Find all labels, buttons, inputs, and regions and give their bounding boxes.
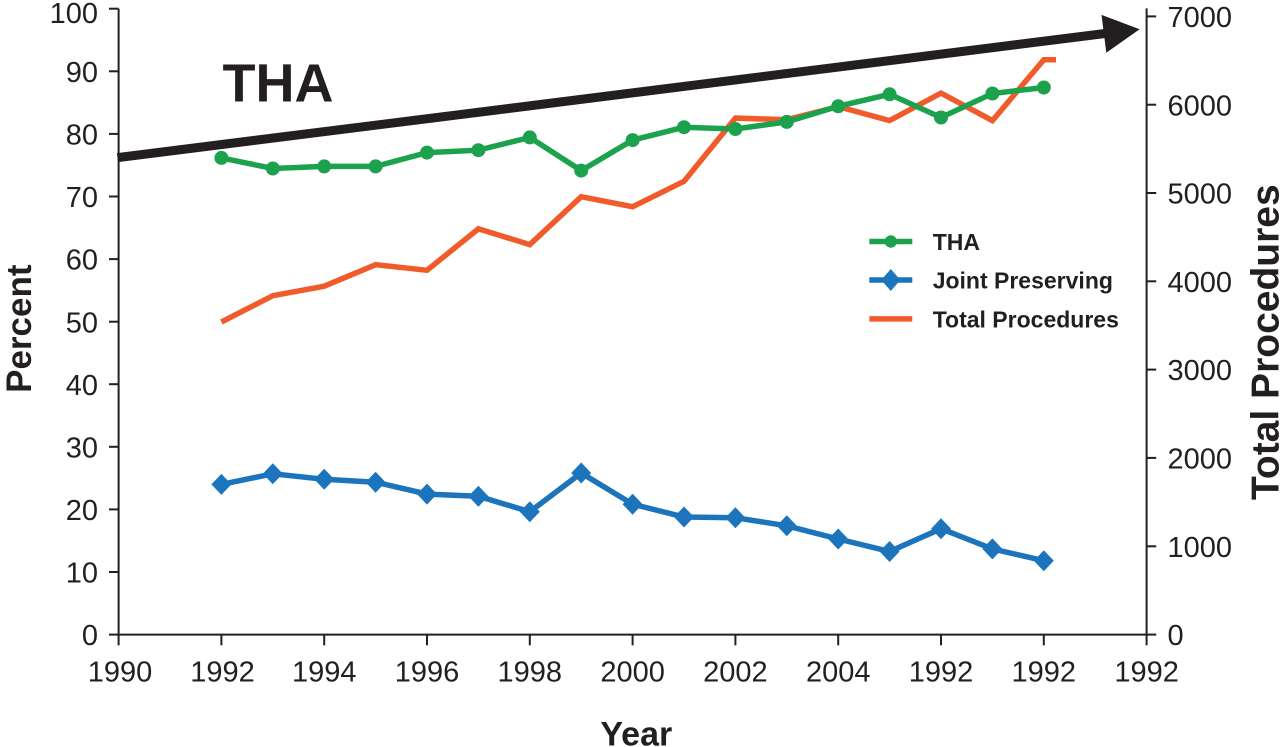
svg-text:6000: 6000 [1168, 90, 1233, 122]
svg-text:Percent: Percent [0, 264, 39, 393]
svg-text:30: 30 [66, 432, 98, 464]
svg-text:1992: 1992 [909, 657, 974, 689]
svg-text:2002: 2002 [703, 657, 768, 689]
svg-text:100: 100 [50, 0, 98, 30]
svg-text:1992: 1992 [1012, 657, 1077, 689]
svg-text:5000: 5000 [1168, 179, 1233, 211]
svg-text:20: 20 [66, 495, 98, 527]
svg-text:1996: 1996 [395, 657, 460, 689]
svg-text:Year: Year [600, 715, 672, 747]
svg-text:60: 60 [66, 245, 98, 277]
svg-text:40: 40 [66, 370, 98, 402]
svg-text:Total Procedures: Total Procedures [1245, 184, 1280, 500]
svg-text:2000: 2000 [1168, 444, 1233, 476]
svg-text:1990: 1990 [88, 657, 153, 689]
svg-text:0: 0 [82, 620, 98, 652]
svg-text:1992: 1992 [190, 657, 255, 689]
svg-text:90: 90 [66, 57, 98, 89]
svg-text:3000: 3000 [1168, 355, 1233, 387]
svg-text:0: 0 [1168, 620, 1184, 652]
svg-text:50: 50 [66, 307, 98, 339]
svg-text:2004: 2004 [806, 657, 871, 689]
svg-text:THA: THA [223, 53, 334, 113]
svg-text:4000: 4000 [1168, 267, 1233, 299]
svg-text:THA: THA [933, 229, 980, 255]
svg-text:Joint Preserving: Joint Preserving [933, 267, 1113, 293]
svg-text:1994: 1994 [292, 657, 357, 689]
svg-text:1998: 1998 [498, 657, 563, 689]
svg-text:10: 10 [66, 558, 98, 590]
svg-text:Total Procedures: Total Procedures [933, 306, 1119, 332]
svg-text:7000: 7000 [1168, 2, 1233, 34]
svg-text:70: 70 [66, 182, 98, 214]
svg-text:80: 80 [66, 120, 98, 152]
svg-text:1000: 1000 [1168, 532, 1233, 564]
svg-text:2000: 2000 [600, 657, 665, 689]
svg-text:1992: 1992 [1114, 657, 1179, 689]
